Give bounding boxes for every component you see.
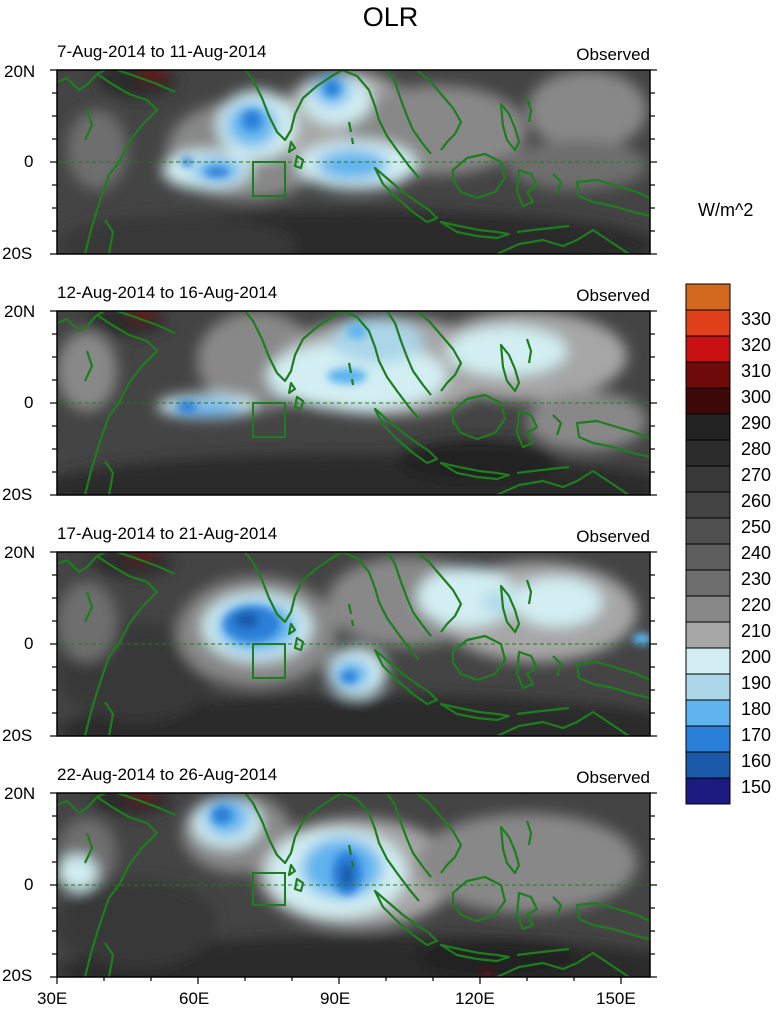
lat-label-20n: 20N	[4, 62, 36, 81]
colorbar-swatch	[685, 413, 731, 441]
colorbar-swatch	[685, 439, 731, 467]
colorbar-swatch	[685, 387, 731, 415]
panel-4-source: Observed	[576, 768, 650, 787]
colorbar-label: 200	[741, 647, 772, 667]
colorbar-swatch	[685, 647, 731, 675]
lon-label-30e: 30E	[37, 989, 68, 1008]
lat-label-eq: 0	[24, 634, 34, 653]
colorbar-swatch	[685, 569, 731, 597]
panel-1-period: 7-Aug-2014 to 11-Aug-2014	[57, 42, 267, 61]
colorbar-label: 270	[741, 465, 772, 485]
colorbar-swatch	[685, 595, 731, 623]
map-panel-3	[56, 551, 651, 737]
lat-label-20s: 20S	[2, 485, 33, 504]
lat-label-eq: 0	[24, 152, 34, 171]
colorbar-label: 150	[741, 777, 772, 797]
panel-4-period: 22-Aug-2014 to 26-Aug-2014	[57, 765, 278, 784]
region-box	[252, 872, 286, 906]
colorbar-label: 180	[741, 699, 772, 719]
map-panel-4	[56, 792, 651, 978]
colorbar-swatch	[685, 543, 731, 571]
panel-3-period: 17-Aug-2014 to 21-Aug-2014	[57, 524, 278, 543]
colorbar-swatch	[685, 777, 731, 805]
colorbar-label: 190	[741, 673, 772, 693]
colorbar-swatch	[685, 491, 731, 519]
colorbar-swatch	[685, 361, 731, 389]
colorbar-swatch	[685, 517, 731, 545]
colorbar-swatch	[685, 699, 731, 727]
panel-2-period: 12-Aug-2014 to 16-Aug-2014	[57, 283, 278, 302]
colorbar-swatch	[685, 309, 731, 337]
lat-label-20s: 20S	[2, 726, 33, 745]
colorbar-swatch	[685, 621, 731, 649]
map-panel-1	[56, 69, 651, 255]
lat-label-20s: 20S	[2, 966, 33, 985]
colorbar	[685, 283, 731, 805]
lon-label-90e: 90E	[320, 989, 351, 1008]
map-panel-2	[56, 310, 651, 496]
colorbar-label: 250	[741, 517, 772, 537]
colorbar-label: 220	[741, 595, 772, 615]
colorbar-swatch	[685, 283, 731, 311]
lat-label-eq: 0	[24, 393, 34, 412]
lon-label-120e: 120E	[455, 989, 495, 1008]
colorbar-label: 300	[741, 387, 772, 407]
region-box	[252, 643, 286, 679]
lat-label-20n: 20N	[4, 543, 36, 562]
colorbar-label: 290	[741, 413, 772, 433]
region-box	[252, 402, 286, 438]
region-box	[252, 161, 286, 197]
axis-ticks	[49, 69, 658, 984]
lon-label-60e: 60E	[179, 989, 210, 1008]
panel-2-source: Observed	[576, 286, 650, 305]
panel-1-source: Observed	[576, 45, 650, 64]
lat-label-20n: 20N	[4, 784, 36, 803]
colorbar-label: 210	[741, 621, 772, 641]
colorbar-label: 160	[741, 751, 772, 771]
colorbar-swatch	[685, 725, 731, 753]
colorbar-label: 240	[741, 543, 772, 563]
colorbar-swatch	[685, 673, 731, 701]
colorbar-swatch	[685, 335, 731, 363]
lat-label-eq: 0	[24, 875, 34, 894]
colorbar-swatch	[685, 465, 731, 493]
colorbar-label: 310	[741, 361, 772, 381]
colorbar-label: 330	[741, 309, 772, 329]
lat-label-20s: 20S	[2, 244, 33, 263]
colorbar-label: 320	[741, 335, 772, 355]
colorbar-label: 170	[741, 725, 772, 745]
figure-title: OLR	[362, 2, 419, 32]
lon-label-150e: 150E	[596, 989, 636, 1008]
colorbar-swatch	[685, 751, 731, 779]
colorbar-label: 260	[741, 491, 772, 511]
lat-label-20n: 20N	[4, 302, 36, 321]
panel-3-source: Observed	[576, 527, 650, 546]
colorbar-label: 280	[741, 439, 772, 459]
colorbar-units: W/m^2	[698, 200, 754, 220]
colorbar-label: 230	[741, 569, 772, 589]
